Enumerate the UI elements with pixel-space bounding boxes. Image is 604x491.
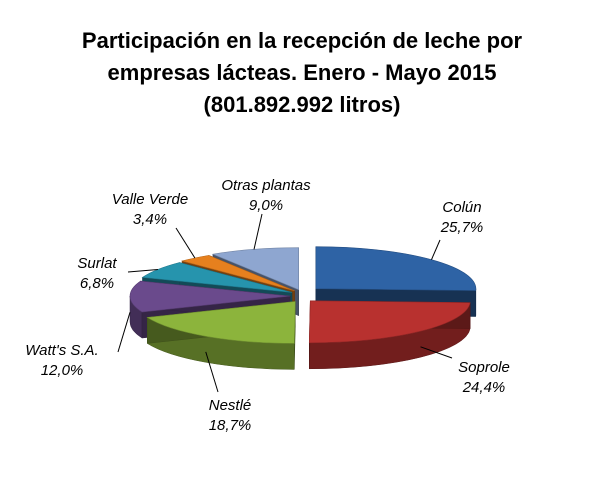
- leader-line-valle-verde: [175, 227, 196, 259]
- slice-label-value-valle-verde: 3,4%: [133, 211, 167, 228]
- slice-label-name-otras-plantas: Otras plantas: [221, 177, 311, 194]
- leader-line-nestle: [205, 351, 219, 393]
- leader-line-surlat: [127, 268, 158, 273]
- slice-surlat: [141, 262, 293, 293]
- slice-label-name-soprole: Soprole: [458, 359, 510, 376]
- slice-label-name-nestle: Nestlé: [209, 397, 252, 414]
- slice-otras-plantas: [211, 247, 299, 291]
- slice-label-value-soprole: 24,4%: [462, 379, 506, 396]
- slice-soprole: [308, 300, 471, 344]
- slice-colun: [315, 246, 477, 291]
- leader-line-otras-plantas: [253, 213, 263, 250]
- slice-nestle: [146, 301, 296, 344]
- leader-line-soprole: [420, 346, 453, 359]
- slice-label-value-otras-plantas: 9,0%: [249, 197, 283, 214]
- slice-label-value-nestle: 18,7%: [209, 417, 252, 434]
- slice-labels: Colún 25,7% Soprole 24,4% Nestlé 18,7% Watt's …: [25, 177, 510, 434]
- pie-tops: [129, 246, 477, 344]
- slice-label-name-colun: Colún: [442, 199, 481, 216]
- leader-line-watt-s-s-a: [117, 312, 131, 353]
- chart-title-line-3: (801.892.992 litros): [204, 92, 401, 117]
- slice-label-name-surlat: Surlat: [77, 255, 117, 272]
- slice-label-value-colun: 25,7%: [440, 219, 484, 236]
- slice-label-name-watt-s-s-a: Watt's S.A.: [25, 342, 98, 359]
- leader-line-colun: [431, 239, 441, 260]
- slice-label-value-surlat: 6,8%: [80, 275, 114, 292]
- slice-label-name-valle-verde: Valle Verde: [112, 191, 188, 208]
- slice-watt-s-s-a: [129, 280, 291, 313]
- chart-title-line-2: empresas lácteas. Enero - Mayo 2015: [108, 60, 497, 85]
- leader-lines: [117, 213, 453, 393]
- chart-title: Participación en la recepción de leche p…: [82, 28, 523, 117]
- slice-label-value-watt-s-s-a: 12,0%: [41, 362, 84, 379]
- chart-title-line-1: Participación en la recepción de leche p…: [82, 28, 523, 53]
